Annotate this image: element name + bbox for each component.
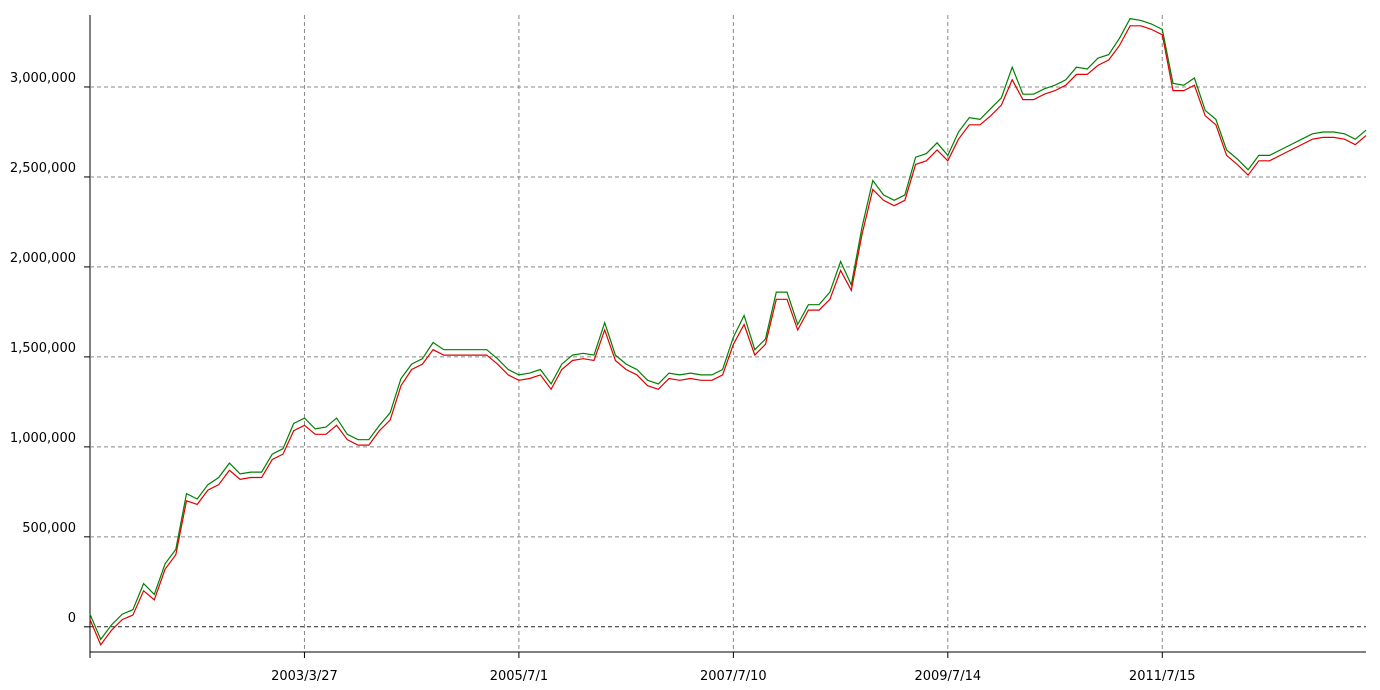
y-tick-label: 3,000,000 xyxy=(10,71,76,86)
y-tick-label: 500,000 xyxy=(22,521,76,536)
x-tick-label: 2005/7/1 xyxy=(490,669,548,684)
y-tick-label: 2,000,000 xyxy=(10,251,76,266)
y-tick-label: 2,500,000 xyxy=(10,161,76,176)
x-tick-label: 2003/3/27 xyxy=(271,669,338,684)
y-tick-label: 0 xyxy=(68,611,76,626)
y-tick-label: 1,000,000 xyxy=(10,431,76,446)
series-line xyxy=(89,25,1367,646)
x-tick-label: 2011/7/15 xyxy=(1129,669,1196,684)
y-tick-label: 1,500,000 xyxy=(10,341,76,356)
x-tick-label: 2007/7/10 xyxy=(700,669,767,684)
x-tick-label: 2009/7/14 xyxy=(914,669,981,684)
series-line xyxy=(89,17,1367,641)
